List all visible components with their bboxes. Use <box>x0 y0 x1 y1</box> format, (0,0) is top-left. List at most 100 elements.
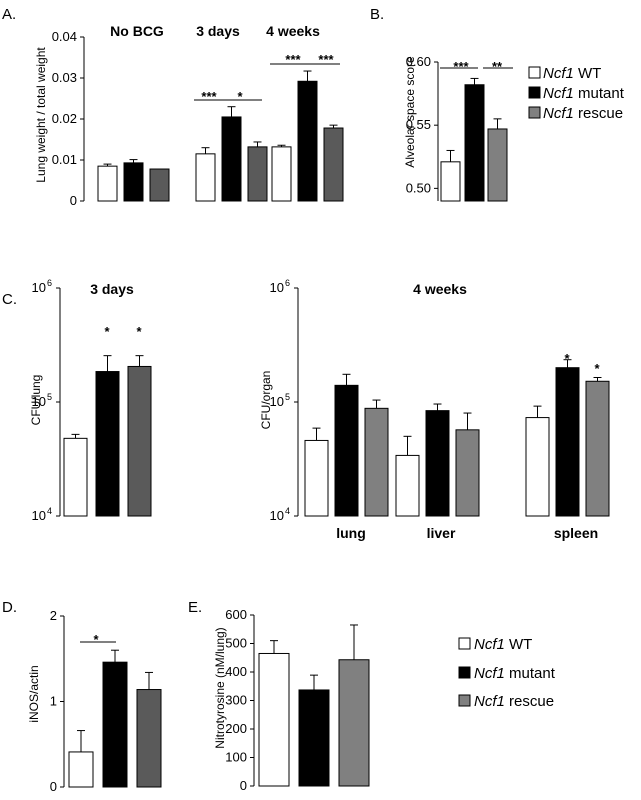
panel-a-group-label: 4 weeks <box>266 23 320 39</box>
svg-text:Ncf1 rescue: Ncf1 rescue <box>543 105 623 122</box>
panel-e-tick-label: 200 <box>225 721 247 736</box>
legend-item-wt: Ncf1 WT <box>528 65 601 82</box>
legend-item-wt: Ncf1 WT <box>458 636 532 653</box>
panel-c-right-significance: * <box>594 361 600 376</box>
panel-a-tick-label: 0 <box>70 193 77 208</box>
panel-c-right-tick-exponent: 4 <box>285 506 290 516</box>
panel-d-tick-label: 0 <box>50 779 57 794</box>
panel-e-chart: 0 100 200 300 400 500 600 <box>225 607 370 793</box>
panel-d-chart: 0 1 2 * <box>50 608 162 794</box>
panel-label-a: A. <box>2 6 16 23</box>
panel-e-ylabel: Nitrotyrosine (nM/lung) <box>213 627 227 748</box>
legend-item-rescue: Ncf1 rescue <box>458 693 554 710</box>
panel-c-category-label: liver <box>427 525 456 541</box>
panel-e-tick-label: 600 <box>225 607 247 622</box>
panel-a-ylabel: Lung weight / total weight <box>34 47 48 183</box>
panel-c-category-label: lung <box>336 525 366 541</box>
legend-swatch-wt <box>458 637 471 650</box>
legend-gene: Ncf1 <box>543 65 574 82</box>
panel-c-left-significance: * <box>136 324 142 339</box>
legend-gene: Ncf1 <box>474 693 505 710</box>
panel-d-ylabel: iNOS/actin <box>27 665 41 722</box>
legend-gene: Ncf1 <box>474 665 505 682</box>
panel-d-bar-mutant <box>102 661 128 788</box>
panel-a-significance: *** <box>318 52 334 67</box>
legend-label-rescue: rescue <box>505 693 554 710</box>
panel-b-significance: ** <box>492 59 503 74</box>
legend-gene: Ncf1 <box>474 636 505 653</box>
panel-c-right-bar-rescue <box>455 429 480 517</box>
panel-d-tick-label: 2 <box>50 608 57 623</box>
panel-c-right-tick-label: 10 <box>270 508 284 523</box>
legend-swatch-rescue <box>528 106 541 119</box>
panel-a-chart: 00.010.020.030.04*** **** *** <box>52 29 344 208</box>
panel-c-right-bar-mutant <box>334 384 359 517</box>
panel-d-bar-rescue <box>136 689 162 788</box>
panel-c-right-bar-mutant <box>425 410 450 517</box>
legend-item-mutant: Ncf1 mutant <box>458 665 556 682</box>
legend-swatch-wt <box>528 66 541 79</box>
panel-b-ylabel: Alveolar space score <box>403 56 417 168</box>
panel-a-bar-rescue <box>323 127 344 202</box>
panel-a-group-label: No BCG <box>110 23 164 39</box>
panel-a-significance: *** <box>201 89 217 104</box>
svg-text:Ncf1 WT: Ncf1 WT <box>543 65 601 82</box>
panel-c-right-tick-exponent: 5 <box>285 392 290 402</box>
legend-label-wt: WT <box>574 65 602 82</box>
panel-e-bar-rescue <box>338 659 370 787</box>
panel-e-tick-label: 500 <box>225 636 247 651</box>
panel-a-tick-label: 0.01 <box>52 152 77 167</box>
svg-text:Ncf1 rescue: Ncf1 rescue <box>474 693 554 710</box>
panel-b-tick-label: 0.55 <box>406 117 431 132</box>
panel-c-right-bar-mutant <box>555 367 580 517</box>
panel-b-bar-wt <box>440 161 461 202</box>
legend-gene: Ncf1 <box>543 85 574 102</box>
panel-a-significance: *** <box>285 52 301 67</box>
legend-label-rescue: rescue <box>574 105 623 122</box>
panel-c-right-bar-wt <box>395 454 420 517</box>
panel-label-b: B. <box>370 6 384 23</box>
panel-e-tick-label: 400 <box>225 664 247 679</box>
legend-item-rescue: Ncf1 rescue <box>528 105 623 122</box>
panel-label-e: E. <box>188 599 202 616</box>
panel-c-left-tick-label: 10 <box>32 394 46 409</box>
panel-b-tick-label: 0.60 <box>406 54 431 69</box>
panel-d-tick-label: 1 <box>50 694 57 709</box>
panel-a-bar-rescue <box>149 168 170 202</box>
panel-c-right-bar-rescue <box>585 380 610 517</box>
panel-c-right-title: 4 weeks <box>413 281 467 297</box>
panel-d-bar-wt <box>68 751 94 788</box>
panel-c-right-tick-label: 10 <box>270 394 284 409</box>
panel-e-bar-wt <box>258 652 290 787</box>
legend-label-wt: WT <box>505 636 533 653</box>
legend-gene: Ncf1 <box>543 105 574 122</box>
panel-b-tick-label: 0.50 <box>406 180 431 195</box>
panel-a-bar-wt <box>271 146 292 202</box>
legend-swatch-rescue <box>458 694 471 707</box>
panel-c-right-bar-wt <box>525 417 550 517</box>
legend-swatch-mutant <box>458 666 471 679</box>
svg-text:Ncf1 WT: Ncf1 WT <box>474 636 532 653</box>
panel-c-right-tick-label: 10 <box>270 280 284 295</box>
panel-c-right-bar-wt <box>304 439 329 517</box>
panel-c-right-ylabel: CFU/organ <box>259 371 273 430</box>
panel-a-bar-mutant <box>123 162 144 202</box>
panel-b-significance: *** <box>453 59 469 74</box>
panel-e-tick-label: 100 <box>225 750 247 765</box>
panel-a-tick-label: 0.03 <box>52 70 77 85</box>
panel-e-tick-label: 300 <box>225 693 247 708</box>
panel-label-c: C. <box>2 291 17 308</box>
panel-c-left-significance: * <box>104 324 110 339</box>
panel-c-left-tick-exponent: 4 <box>47 506 52 516</box>
panel-a-bar-rescue <box>247 146 268 202</box>
svg-text:Ncf1 mutant: Ncf1 mutant <box>543 85 625 102</box>
legend-item-mutant: Ncf1 mutant <box>528 85 625 102</box>
panel-c-right-bar-rescue <box>364 407 389 517</box>
legend-swatch-mutant <box>528 86 541 99</box>
panel-b-bar-mutant <box>464 84 485 202</box>
panel-c-category-label: spleen <box>554 525 598 541</box>
panel-c-left-ylabel: CFU/lung <box>29 375 43 426</box>
